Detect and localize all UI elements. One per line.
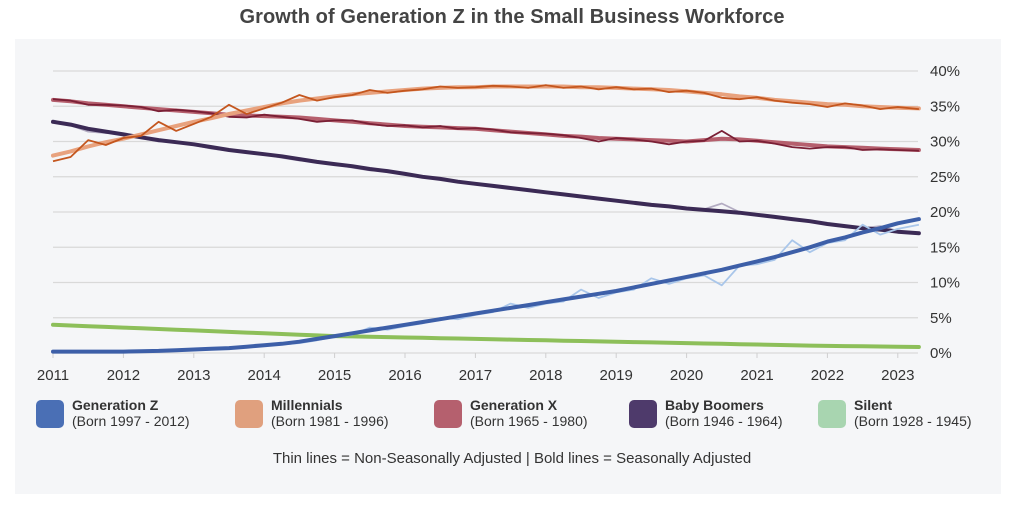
- legend-item-generation-x: Generation X (Born 1965 - 1980): [434, 397, 588, 429]
- x-tick-label: 2015: [318, 367, 351, 384]
- legend-item-generation-z: Generation Z (Born 1997 - 2012): [36, 397, 190, 429]
- y-tick-label: 15%: [930, 239, 960, 256]
- legend-sublabel: (Born 1997 - 2012): [72, 413, 190, 429]
- line-baby-boomers-seasonally-adjusted: [51, 119, 921, 236]
- y-tick-label: 25%: [930, 169, 960, 186]
- y-tick-label: 5%: [930, 310, 952, 327]
- legend-label: Millennials: [271, 397, 343, 413]
- x-tick-label: 2017: [459, 367, 492, 384]
- chart-title: Growth of Generation Z in the Small Busi…: [239, 6, 785, 28]
- y-tick-label: 20%: [930, 204, 960, 221]
- legend-text: Generation Z (Born 1997 - 2012): [72, 397, 190, 429]
- x-tick-label: 2018: [529, 367, 562, 384]
- legend-text: Generation X (Born 1965 - 1980): [470, 397, 588, 429]
- legend-sublabel: (Born 1965 - 1980): [470, 413, 588, 429]
- x-tick-label: 2023: [881, 367, 914, 384]
- gridlines: [53, 70, 918, 354]
- legend-text: Baby Boomers (Born 1946 - 1964): [665, 397, 783, 429]
- legend-swatch: [629, 400, 657, 428]
- legend-label: Silent: [854, 397, 893, 413]
- legend-label: Generation X: [470, 397, 558, 413]
- legend-swatch: [818, 400, 846, 428]
- x-tick-label: 2014: [248, 367, 281, 384]
- legend-swatch: [434, 400, 462, 428]
- x-tick-label: 2011: [37, 367, 69, 384]
- legend-item-baby-boomers: Baby Boomers (Born 1946 - 1964): [629, 397, 783, 429]
- x-tick-label: 2013: [177, 367, 210, 384]
- x-tick-label: 2020: [670, 367, 703, 384]
- legend-item-silent: Silent (Born 1928 - 1945): [818, 397, 972, 429]
- x-tick-label: 2016: [388, 367, 421, 384]
- line-generation-z-seasonally-adjusted: [51, 217, 921, 354]
- line-millennials-non-seasonally-adjusted: [52, 84, 919, 163]
- legend-label: Baby Boomers: [665, 397, 764, 413]
- legend-text: Silent (Born 1928 - 1945): [854, 397, 972, 429]
- legend-sublabel: (Born 1928 - 1945): [854, 413, 972, 429]
- x-tick-label: 2019: [600, 367, 633, 384]
- legend-item-millennials: Millennials (Born 1981 - 1996): [235, 397, 389, 429]
- x-tick-label: 2012: [107, 367, 140, 384]
- chart-note: Thin lines = Non-Seasonally Adjusted | B…: [272, 450, 752, 467]
- legend: Generation Z (Born 1997 - 2012) Millennial…: [0, 397, 1024, 437]
- x-axis-ticks: 2011 2012 2013 2014 2015 2016 2017 2018 2019 2020…: [37, 353, 914, 384]
- legend-sublabel: (Born 1946 - 1964): [665, 413, 783, 429]
- legend-text: Millennials (Born 1981 - 1996): [271, 397, 389, 429]
- legend-label: Generation Z: [72, 397, 159, 413]
- line-generation-z-non-seasonally-adjusted: [53, 223, 920, 353]
- y-tick-label: 30%: [930, 134, 960, 151]
- series-lines: [51, 84, 921, 354]
- y-axis-ticks: 0% 5% 10% 15% 20% 25% 30% 35% 40%: [930, 63, 960, 362]
- x-tick-label: 2021: [740, 367, 773, 384]
- legend-sublabel: (Born 1981 - 1996): [271, 413, 389, 429]
- y-tick-label: 40%: [930, 63, 960, 80]
- legend-swatch: [36, 400, 64, 428]
- line-silent-seasonally-adjusted: [51, 322, 921, 349]
- line-generation-x-non-seasonally-adjusted: [52, 98, 919, 152]
- x-tick-label: 2022: [811, 367, 844, 384]
- legend-swatch: [235, 400, 263, 428]
- y-tick-label: 0%: [930, 345, 952, 362]
- y-tick-label: 10%: [930, 275, 960, 292]
- y-tick-label: 35%: [930, 98, 960, 115]
